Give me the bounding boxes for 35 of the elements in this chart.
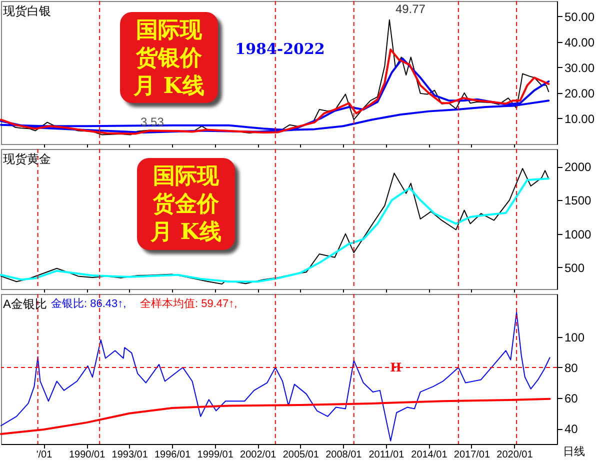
- annotation: 49.77: [395, 2, 426, 16]
- y-tick-label: 50.00: [564, 10, 595, 24]
- y-tick-label: 80: [564, 360, 578, 375]
- y-tick-label: 60: [564, 392, 578, 406]
- annotation: 国际现货金价月 K线: [150, 162, 222, 246]
- y-tick-label: 40: [564, 422, 578, 436]
- x-tick-label: 2002/01: [240, 450, 277, 460]
- x-tick-label: 1993/01: [112, 450, 148, 460]
- annotation: 全样本均值: 59.47↑,: [140, 297, 238, 310]
- y-tick-label: 2000: [564, 160, 592, 174]
- x-tick-label: 1990/01: [68, 450, 106, 460]
- y-tick-label: 1000: [564, 227, 592, 242]
- y-tick-label: 500: [564, 260, 585, 275]
- y-tick-label: 40.00: [564, 35, 595, 50]
- x-tick-label: 2008/01: [326, 450, 362, 460]
- x-tick-label: 1999/01: [197, 450, 234, 460]
- annotation: 1984-2022: [235, 40, 325, 58]
- y-tick-label: 20.00: [564, 86, 595, 100]
- x-tick-label: 1996/01: [154, 450, 192, 460]
- chart-title: 现货黄金: [3, 152, 51, 166]
- x-tick-label: 2020/01: [496, 450, 534, 460]
- x-tick-label: 2005/01: [282, 450, 320, 460]
- x-tick-label: 2011/01: [368, 450, 405, 460]
- annotation: 国际现货银价月 K线: [133, 16, 205, 100]
- annotation: 金银比: 86.43↑,: [51, 297, 126, 310]
- y-tick-label: 30.00: [564, 60, 595, 75]
- chart-title: 现货白银: [3, 4, 51, 18]
- chart-title: A金银比: [3, 297, 48, 311]
- y-tick-label: 100: [564, 330, 585, 344]
- text: 日线: [563, 445, 585, 458]
- x-tick-label: '/01: [36, 450, 53, 460]
- y-tick-label: 10.00: [564, 112, 595, 126]
- y-tick-label: 1500: [564, 194, 592, 208]
- x-tick-label: 2014/01: [411, 450, 448, 460]
- x-tick-label: 2017/01: [454, 450, 490, 460]
